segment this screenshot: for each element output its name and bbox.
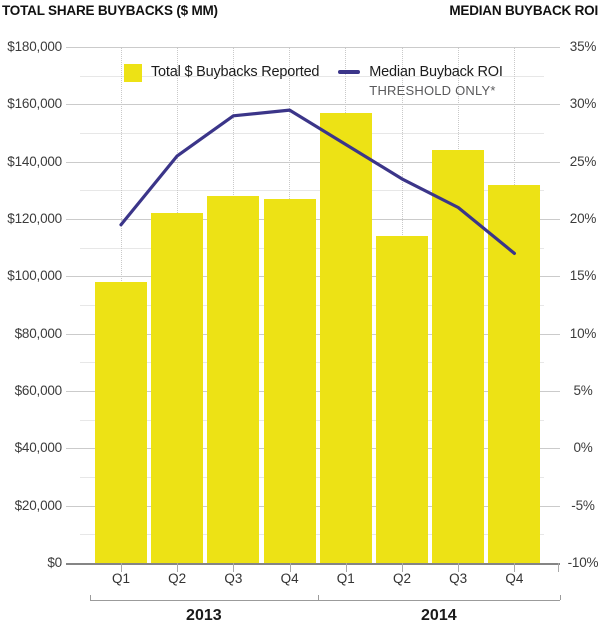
major-gridline xyxy=(66,104,560,106)
y-axis-label-left: $20,000 xyxy=(14,497,63,513)
major-gridline xyxy=(66,563,560,565)
right-axis-title: MEDIAN BUYBACK ROI xyxy=(449,3,598,18)
x-axis-label: Q2 xyxy=(392,571,411,586)
year-bracket-tick xyxy=(560,595,561,600)
buyback-bar xyxy=(263,198,316,563)
x-axis-label: Q1 xyxy=(336,571,355,586)
y-axis-label-left: $160,000 xyxy=(7,96,62,112)
x-axis-label: Q1 xyxy=(111,571,130,586)
year-bracket-tick xyxy=(317,595,319,600)
legend-roi-label: Median Buyback ROI xyxy=(369,64,503,80)
y-axis-label-right: 35% xyxy=(569,39,597,54)
legend-roi-sublabel: THRESHOLD ONLY* xyxy=(369,83,496,98)
year-bracket-line xyxy=(90,600,560,601)
minor-gridline xyxy=(80,133,544,134)
y-axis-label-left: $40,000 xyxy=(14,440,63,456)
x-axis-tick xyxy=(177,563,179,572)
y-axis-label-right: 0% xyxy=(573,440,593,456)
buyback-bar xyxy=(488,184,541,563)
y-axis-label-left: $180,000 xyxy=(7,39,62,54)
left-axis-labels: $180,000 $160,000 $140,000 $120,000 $100,000… xyxy=(0,40,63,570)
year-label: 2014 xyxy=(421,607,457,624)
roi-line-chart xyxy=(119,108,516,255)
major-gridline xyxy=(66,47,560,48)
year-bracket-tick xyxy=(90,595,91,600)
buyback-bar xyxy=(432,150,485,563)
minor-gridline xyxy=(80,190,544,192)
y-axis-label-right: 10% xyxy=(569,325,597,341)
y-axis-label-right: 25% xyxy=(569,153,597,169)
y-axis-label-left: $80,000 xyxy=(14,325,63,341)
line-swatch-icon xyxy=(338,70,361,74)
right-axis-labels: 35% 30% 25% 20% 15% 10% 5% 0% -5% -10% xyxy=(564,40,600,570)
x-axis-label: Q4 xyxy=(505,571,524,586)
y-axis-label-right: 15% xyxy=(569,268,597,284)
y-axis-label-right: 30% xyxy=(569,96,597,112)
x-axis-tick xyxy=(289,563,291,572)
x-axis-tick xyxy=(458,563,460,572)
y-axis-label-left: $140,000 xyxy=(7,153,62,169)
y-axis-label-right: -5% xyxy=(571,497,595,513)
legend-item-roi: Median Buyback ROI THRESHOLD ONLY* xyxy=(338,63,503,99)
x-axis-labels: Q1 Q2 Q3 Q4 Q1 Q2 Q3 Q4 xyxy=(88,571,558,589)
y-axis-label-left: $120,000 xyxy=(7,211,62,226)
x-axis-edge-tick xyxy=(558,563,559,572)
buyback-bar xyxy=(376,236,428,563)
x-axis-label: Q3 xyxy=(224,571,243,586)
x-axis-tick xyxy=(121,563,122,572)
x-axis-tick xyxy=(514,563,516,572)
left-axis-title: TOTAL SHARE BUYBACKS ($ MM) xyxy=(2,3,218,18)
plot-area: Total $ Buybacks Reported Median Buyback… xyxy=(66,47,560,572)
y-axis-label-left: $100,000 xyxy=(7,268,62,284)
legend-buybacks-label: Total $ Buybacks Reported xyxy=(151,64,320,80)
x-axis-tick xyxy=(402,563,403,572)
y-axis-label-right: -10% xyxy=(567,555,599,570)
x-axis-tick xyxy=(233,563,235,572)
major-gridline xyxy=(66,161,560,163)
legend-item-buybacks: Total $ Buybacks Reported xyxy=(124,63,319,99)
y-axis-label-right: 20% xyxy=(569,211,597,226)
bar-swatch-icon xyxy=(124,64,142,82)
buyback-bar xyxy=(95,282,147,563)
y-axis-label-left: $0 xyxy=(47,555,62,570)
buyback-bar xyxy=(151,213,204,563)
x-axis-label: Q4 xyxy=(280,571,299,586)
y-axis-label-right: 5% xyxy=(573,383,593,398)
buyback-bar xyxy=(207,196,260,563)
buyback-bar xyxy=(319,112,372,563)
y-axis-label-left: $60,000 xyxy=(14,383,63,398)
minor-gridline xyxy=(80,75,544,77)
median-roi-line xyxy=(119,108,516,255)
year-brackets: 2013 2014 xyxy=(90,595,561,626)
year-label: 2013 xyxy=(186,607,222,624)
x-axis-tick xyxy=(345,563,347,572)
x-axis-label: Q3 xyxy=(449,571,468,586)
x-axis-label: Q2 xyxy=(168,571,187,586)
legend: Total $ Buybacks Reported Median Buyback… xyxy=(124,63,503,99)
